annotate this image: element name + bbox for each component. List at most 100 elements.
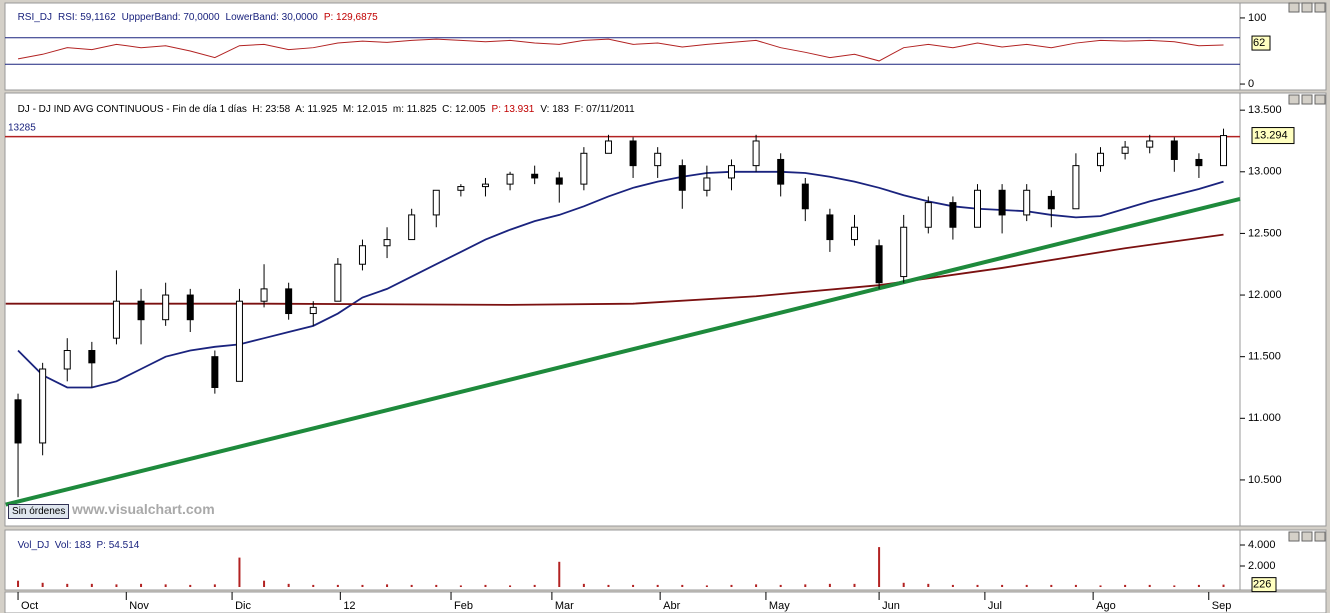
y-tick-label: 0 [1248,78,1254,90]
close-button[interactable] [1314,2,1326,13]
volume-bar [435,584,438,587]
candle-body [63,350,71,370]
volume-bar [115,584,118,587]
header-item: P: 13.931 [491,104,535,115]
candle-body [1220,135,1228,167]
volume-bar [459,585,462,587]
status-button[interactable]: Sin órdenes [8,504,70,519]
volume-bar [287,583,290,587]
candle-body [850,226,858,241]
close-button[interactable] [1314,94,1326,105]
candle-body [112,300,120,339]
volume-bar [1025,584,1028,587]
volume-bar [509,585,512,587]
volume-bar [927,583,930,587]
candle-body [39,368,47,444]
volume-bar [1148,584,1151,587]
x-tick-label: Feb [454,600,473,612]
volume-bar [804,584,807,587]
header-item: RSI_DJ [17,12,53,23]
candle-body [186,294,194,321]
candle-body [949,202,957,228]
indicator-line [5,233,1224,306]
candle-body [14,399,22,444]
y-tick-label: 2.000 [1248,560,1276,572]
volume-panel [4,529,1241,591]
volume-bar [361,584,364,587]
header-item: UppperBand: 70,0000 [121,12,220,23]
close-button[interactable] [1314,531,1326,542]
header-item: RSI: 59,1162 [58,12,116,23]
candle-body [211,356,219,388]
candle-body [604,140,612,154]
window-buttons[interactable] [1288,2,1326,542]
volume-bar [607,584,610,587]
x-tick-label: Sep [1212,600,1232,612]
volume-bar [263,580,266,587]
volume-bar [238,557,241,587]
indicator-line [5,196,1241,507]
volume-bar [976,584,979,587]
volume-header: Vol_DJ Vol: 183 P: 54.514 [12,529,145,551]
rsi-header: RSI_DJ RSI: 59,1162 UppperBand: 70,0000 Low… [12,1,384,23]
volume-bar [17,580,20,587]
y-tick-label: 12.000 [1248,289,1282,301]
volume-bar [1001,584,1004,587]
header-item: LowerBand: 30,0000 [225,12,318,23]
candle-body [408,214,416,241]
time-axis [4,591,1327,613]
maximize-button[interactable] [1301,2,1313,13]
candle-body [358,245,366,265]
x-tick-label: Jun [882,600,900,612]
x-tick-label: Abr [663,600,680,612]
volume-bar [164,584,167,587]
minimize-button[interactable] [1288,531,1300,542]
candle-body [1195,158,1203,167]
candle-body [875,245,883,284]
minimize-button[interactable] [1288,2,1300,13]
candle-body [629,140,637,167]
candle-body [703,177,711,191]
candle-body [1170,140,1178,160]
y-tick-label: 4.000 [1248,539,1276,551]
volume-bar [484,584,487,587]
rsi-line [17,38,1224,62]
x-tick-label: Nov [129,600,149,612]
minimize-button[interactable] [1288,94,1300,105]
volume-bar [632,584,635,587]
last-value-box [1251,35,1271,51]
candle-body [678,165,686,191]
volume-bar [755,584,758,587]
candle-body [826,214,834,241]
header-item: Vol_DJ Vol: 183 P: 54.514 [17,540,140,551]
last-value-label: 226 [1253,579,1271,591]
volume-bar [853,583,856,587]
volume-bar [951,584,954,587]
header-item: DJ - DJ IND AVG CONTINUOUS - Fin de día … [17,104,486,115]
last-price-label: 13.294 [1254,129,1288,141]
volume-bar [386,584,389,587]
candle-body [801,183,809,210]
volume-bar [582,583,585,587]
indicator-line [17,170,1224,389]
x-tick-label: Oct [21,600,38,612]
y-tick-label: 10.500 [1248,474,1282,486]
volume-bar [1197,584,1200,587]
y-tick-label: 11.000 [1248,412,1281,424]
maximize-button[interactable] [1301,531,1313,542]
y-tick-label: 13.500 [1248,104,1282,116]
candle-body [924,202,932,228]
last-value-box [1251,577,1277,593]
candle-body [162,294,170,321]
candle-body [88,350,96,364]
y-tick-label: 12.500 [1248,227,1282,239]
volume-bar [90,583,93,587]
candle-body [654,152,662,167]
candle-body [457,186,465,191]
price-header: DJ - DJ IND AVG CONTINUOUS - Fin de día … [12,93,641,115]
candle-body [580,152,588,185]
volume-bar [213,584,216,587]
volume-bar [312,584,315,587]
maximize-button[interactable] [1301,94,1313,105]
